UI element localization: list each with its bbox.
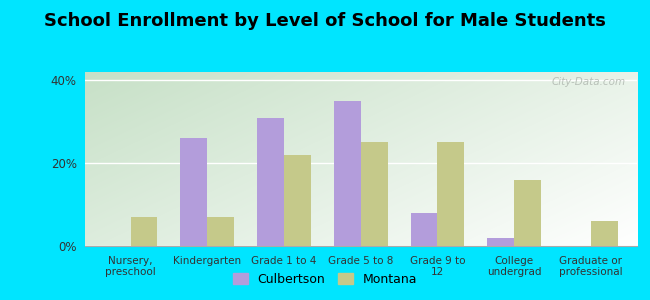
Bar <box>207 217 234 246</box>
Bar <box>437 142 464 246</box>
Legend: Culbertson, Montana: Culbertson, Montana <box>227 268 422 291</box>
Bar <box>591 221 618 246</box>
Bar <box>514 180 541 246</box>
Text: School Enrollment by Level of School for Male Students: School Enrollment by Level of School for… <box>44 12 606 30</box>
Text: City-Data.com: City-Data.com <box>552 77 626 87</box>
Bar <box>361 142 387 246</box>
Bar <box>488 238 514 246</box>
Bar <box>284 155 311 246</box>
Bar <box>411 213 437 246</box>
Bar <box>181 138 207 246</box>
Bar <box>257 118 284 246</box>
Bar <box>131 217 157 246</box>
Bar <box>334 101 361 246</box>
